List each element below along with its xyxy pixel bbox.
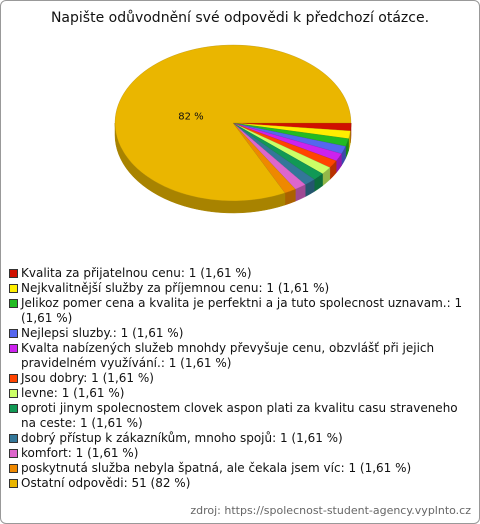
legend-item: oproti jinym spolecnostem clovek aspon p… <box>9 401 467 431</box>
legend: Kvalita za přijatelnou cenu: 1 (1,61 %) N… <box>9 266 467 491</box>
legend-item: levne: 1 (1,61 %) <box>9 386 467 401</box>
legend-item: Kvalita za přijatelnou cenu: 1 (1,61 %) <box>9 266 467 281</box>
legend-item: Jsou dobry: 1 (1,61 %) <box>9 371 467 386</box>
legend-swatch <box>9 269 18 278</box>
pie-area: Napište odůvodnění své odpovědi k předch… <box>51 10 429 214</box>
legend-item: Jelikoz pomer cena a kvalita je perfektn… <box>9 296 467 326</box>
slice <box>114 44 352 202</box>
legend-item: komfort: 1 (1,61 %) <box>9 446 467 461</box>
legend-label: oproti jinym spolecnostem clovek aspon p… <box>21 401 458 430</box>
legend-value: 1 (1,61 %) <box>61 386 125 400</box>
legend-value: 1 (1,61 %) <box>120 326 184 340</box>
legend-swatch <box>9 434 18 443</box>
legend-item: poskytnutá služba nebyla špatná, ale ček… <box>9 461 467 476</box>
legend-label: Jsou dobry: <box>21 371 88 385</box>
legend-item: Nejlepsi sluzby.: 1 (1,61 %) <box>9 326 467 341</box>
legend-label: Kvalita za přijatelnou cenu: <box>21 266 185 280</box>
legend-value: 1 (1,61 %) <box>91 371 154 385</box>
legend-swatch <box>9 374 18 383</box>
legend-value: 1 (1,61 %) <box>79 416 143 430</box>
slice-label: 82 % <box>178 112 203 123</box>
legend-value: 51 (82 %) <box>131 476 191 490</box>
legend-label: Kvalta nabízených služeb mnohdy převyšuj… <box>21 341 435 370</box>
legend-value: 1 (1,61 %) <box>188 266 252 280</box>
legend-value: 1 (1,61 %) <box>348 461 412 475</box>
legend-swatch <box>9 284 18 293</box>
legend-swatch <box>9 299 18 308</box>
legend-value: 1 (1,61 %) <box>75 446 139 460</box>
legend-label: poskytnutá služba nebyla špatná, ale ček… <box>21 461 345 475</box>
legend-label: Jelikoz pomer cena a kvalita je perfektn… <box>21 296 451 310</box>
source: zdroj: https://spolecnost-student-agency… <box>190 504 471 517</box>
legend-label: Nejkvalitnější služby za příjemnou cenu: <box>21 281 263 295</box>
legend-label: levne: <box>21 386 58 400</box>
legend-swatch <box>9 464 18 473</box>
legend-swatch <box>9 389 18 398</box>
legend-item: dobrý přístup k zákazníkům, mnoho spojů:… <box>9 431 467 446</box>
legend-value: 1 (1,61 %) <box>266 281 330 295</box>
legend-label: Ostatní odpovědi: <box>21 476 128 490</box>
legend-swatch <box>9 404 18 413</box>
legend-label: komfort: <box>21 446 72 460</box>
legend-value: 1 (1,61 %) <box>21 296 463 325</box>
legend-label: dobrý přístup k zákazníkům, mnoho spojů: <box>21 431 277 445</box>
legend-item: Ostatní odpovědi: 51 (82 %) <box>9 476 467 491</box>
legend-value: 1 (1,61 %) <box>279 431 343 445</box>
legend-swatch <box>9 329 18 338</box>
legend-value: 1 (1,61 %) <box>168 356 232 370</box>
legend-item: Kvalta nabízených služeb mnohdy převyšuj… <box>9 341 467 371</box>
chart-title: Napište odůvodnění své odpovědi k předch… <box>51 10 429 26</box>
legend-item: Nejkvalitnější služby za příjemnou cenu:… <box>9 281 467 296</box>
legend-swatch <box>9 449 18 458</box>
legend-swatch <box>9 344 18 353</box>
legend-label: Nejlepsi sluzby.: <box>21 326 117 340</box>
legend-swatch <box>9 479 18 488</box>
